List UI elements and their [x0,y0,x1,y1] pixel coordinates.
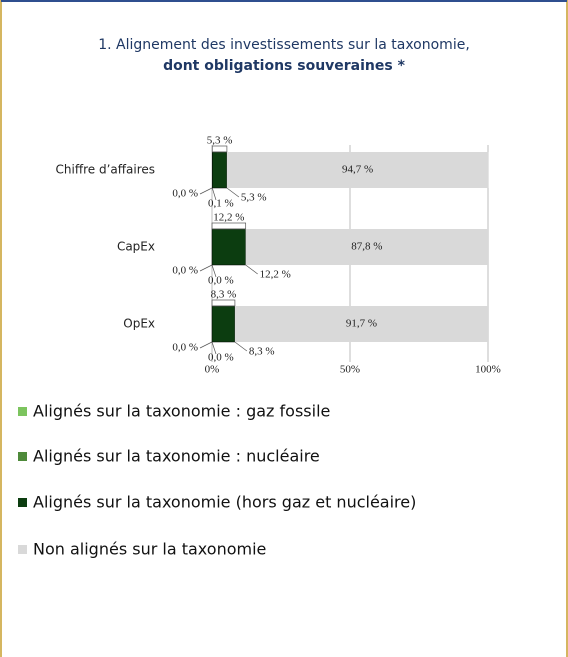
legend-swatch [18,452,27,461]
bar-segment [212,151,228,189]
category-label: Chiffre d’affaires [56,163,156,177]
data-label: 5,3 % [241,192,267,204]
legend-swatch [18,545,27,554]
chart-title: 1. Alignement des investissements sur la… [98,37,470,53]
leader-line [234,341,248,352]
label-bracket [211,145,228,153]
leader-line [199,341,213,349]
legend-label: Alignés sur la taxonomie (hors gaz et nu… [33,493,416,512]
data-label: 8,3 % [249,346,275,358]
leader-line [211,264,217,278]
x-tick-label: 0% [205,364,220,376]
legend-label: Alignés sur la taxonomie : nucléaire [33,447,320,466]
legend-label: Non alignés sur la taxonomie [33,540,266,559]
data-label: 87,8 % [351,241,382,253]
bar-segment [226,152,489,188]
bar-segment [211,228,246,266]
label-bracket [211,222,247,230]
bar-segment [211,305,236,343]
data-label: 0,1 % [208,198,234,210]
data-label: 94,7 % [342,164,373,176]
data-label: 0,0 % [208,275,234,287]
leader-line [211,187,217,201]
legend-swatch [18,407,27,416]
data-label: 5,3 % [207,135,233,147]
data-label: 8,3 % [211,289,237,301]
data-label: 0,0 % [172,265,198,277]
leader-line [199,187,213,195]
data-label: 12,2 % [260,269,291,281]
leader-line [199,264,213,272]
data-label: 0,0 % [172,188,198,200]
label-bracket [211,299,236,307]
bar-segment [234,306,488,342]
x-tick-label: 100% [475,364,501,376]
data-label: 0,0 % [208,352,234,364]
bar-segment [245,229,488,265]
data-label: 12,2 % [213,212,244,224]
leader-line [226,187,240,198]
legend-label: Alignés sur la taxonomie : gaz fossile [33,402,330,421]
data-label: 91,7 % [346,318,377,330]
category-label: CapEx [117,240,155,254]
legend-swatch [18,498,27,507]
data-label: 0,0 % [172,342,198,354]
leader-line [211,341,217,355]
chart-subtitle: dont obligations souveraines * [163,58,406,74]
category-label: OpEx [123,317,155,331]
leader-line [245,264,258,275]
x-tick-label: 50% [340,364,360,376]
